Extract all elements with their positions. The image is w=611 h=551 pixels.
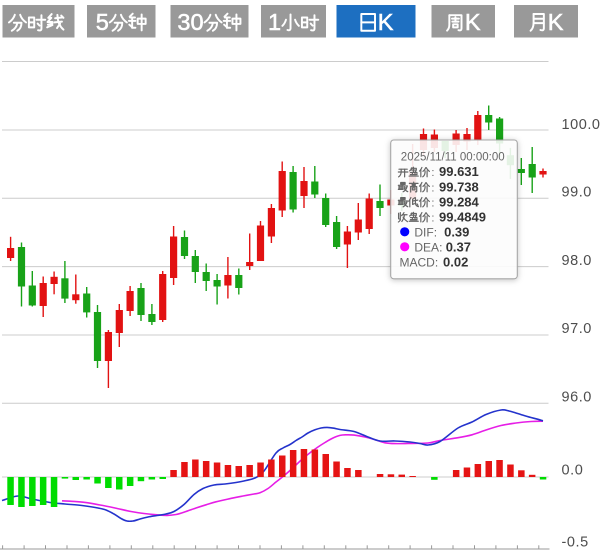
svg-text:MACD:: MACD: [400,256,439,270]
svg-text:1: 1 [268,9,281,35]
svg-text::: : [431,182,434,194]
svg-text:99.0: 99.0 [562,185,592,201]
svg-text:0.39: 0.39 [444,224,469,239]
svg-text:0.0: 0.0 [562,463,584,479]
svg-text:K: K [548,9,564,35]
svg-text:DIF:: DIF: [414,225,437,239]
svg-text:99.4849: 99.4849 [439,209,486,224]
svg-text:99.631: 99.631 [439,164,479,179]
svg-text:100.0: 100.0 [562,117,601,133]
svg-text:98.0: 98.0 [562,253,592,269]
svg-text:0.37: 0.37 [446,239,471,254]
svg-text:99.284: 99.284 [439,194,480,209]
svg-text:30: 30 [177,9,203,35]
svg-text:2025/11/11 00:00:00: 2025/11/11 00:00:00 [401,152,505,164]
svg-text:DEA:: DEA: [414,240,442,254]
svg-text:-0.5: -0.5 [562,535,589,551]
svg-text:5: 5 [96,9,109,35]
svg-text::: : [431,212,434,224]
svg-text::: : [431,167,434,179]
svg-text:99.738: 99.738 [439,179,479,194]
svg-text:K: K [378,9,394,35]
svg-text:96.0: 96.0 [562,389,592,405]
svg-text:0.02: 0.02 [443,255,468,270]
svg-text:K: K [465,9,481,35]
svg-text::: : [431,197,434,209]
svg-text:97.0: 97.0 [562,321,592,337]
